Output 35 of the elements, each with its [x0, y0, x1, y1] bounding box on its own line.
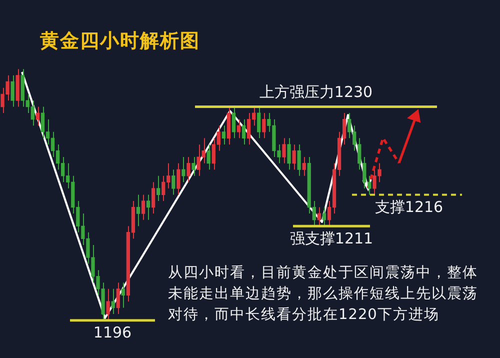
candlestick: [121, 282, 125, 308]
candlestick: [111, 288, 115, 315]
candlestick: [146, 194, 150, 220]
candlestick: [172, 169, 176, 196]
candlestick: [182, 156, 186, 183]
candlestick: [257, 106, 261, 139]
candlestick: [206, 144, 210, 170]
candlestick: [141, 194, 146, 220]
ref-line-label: 1196: [93, 324, 132, 342]
candlestick: [262, 112, 266, 139]
candlestick: [302, 156, 306, 176]
candlestick: [287, 138, 291, 170]
candlestick: [292, 144, 296, 170]
candlestick: [186, 156, 190, 183]
candlestick: [192, 156, 196, 176]
candlestick: [116, 282, 120, 315]
candlestick: [151, 182, 156, 214]
ref-line-label: 上方强压力1230: [259, 83, 373, 102]
candlestick: [242, 118, 246, 145]
candlestick: [10, 74, 14, 108]
text: 黄金四小时解析图: [40, 29, 200, 54]
candlestick: [222, 125, 226, 145]
candlestick: [106, 288, 110, 321]
candlestick: [317, 206, 321, 227]
candlestick: [322, 206, 326, 227]
annotation: 从四小时看，目前黄金处于区间震荡中，整体未能走出单边趋势，那么操作短线上先以震荡对待，而中长线看分批在1220下方进场: [168, 264, 479, 325]
candlestick: [136, 194, 140, 227]
candlestick: [282, 138, 286, 164]
candlestick: [297, 144, 301, 176]
candlestick: [36, 106, 40, 126]
candlestick: [232, 106, 236, 139]
ref-line-label: 强支撑1211: [290, 229, 374, 248]
candlestick: [176, 162, 180, 196]
candlestick: [156, 175, 160, 202]
ref-line-label: 支撑1216: [374, 198, 444, 216]
